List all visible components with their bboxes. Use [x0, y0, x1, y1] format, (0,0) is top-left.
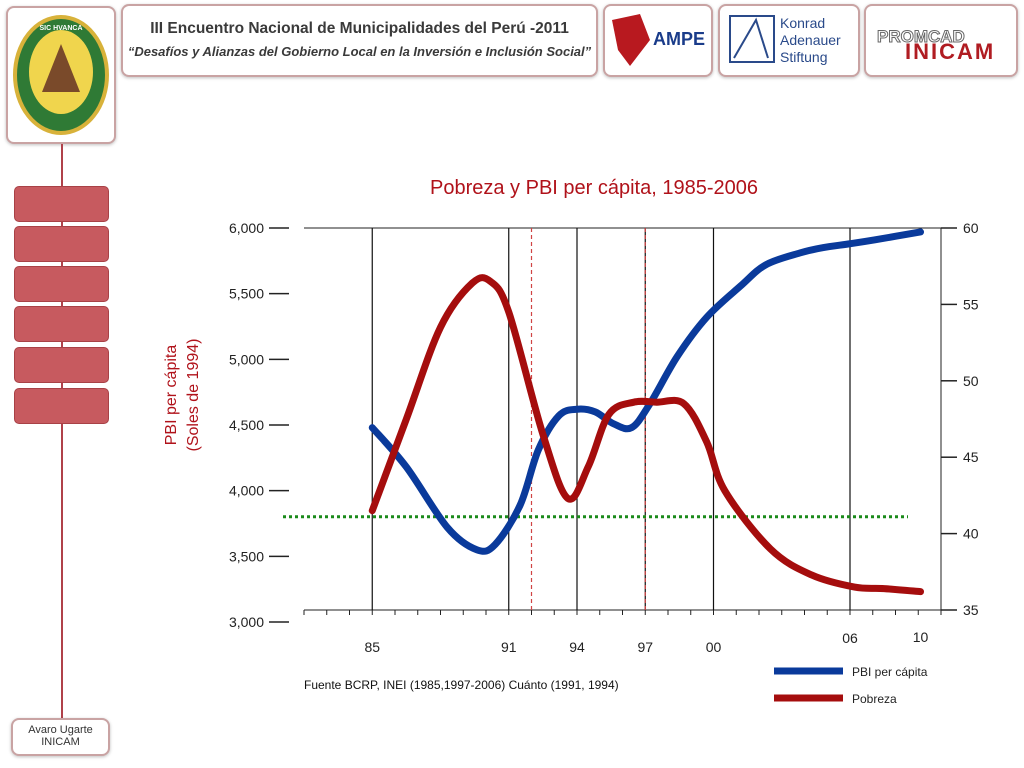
- sidebar-nav-button-2[interactable]: [14, 226, 109, 262]
- inicam-label: INICAM: [905, 39, 995, 64]
- y-axis-title: PBI per cápita (Soles de 1994): [163, 339, 202, 452]
- left-tick-label: 5,500: [229, 286, 264, 302]
- konrad-a-icon: [733, 17, 769, 59]
- sidebar-line: [61, 144, 63, 718]
- sidebar-nav-button-3[interactable]: [14, 266, 109, 302]
- author-name: Avaro Ugarte: [28, 724, 93, 736]
- source-note: Fuente BCRP, INEI (1985,1997-2006) Cuánt…: [304, 678, 619, 692]
- right-tick-label: 60: [963, 220, 979, 236]
- left-tick-label: 5,000: [229, 351, 264, 367]
- legend-label: Pobreza: [852, 692, 897, 706]
- inicam-logo: [864, 4, 1018, 77]
- sidebar-nav-button-1[interactable]: [14, 186, 109, 222]
- x-tick-label: 10: [913, 629, 929, 645]
- header-subtitle: “Desafíos y Alianzas del Gobierno Local …: [127, 44, 592, 59]
- sidebar-nav-button-4[interactable]: [14, 306, 109, 342]
- sidebar-nav-button-5[interactable]: [14, 347, 109, 383]
- x-tick-label: 94: [569, 639, 585, 655]
- header-title: III Encuentro Nacional de Municipalidade…: [150, 20, 569, 37]
- konrad-label-1: Adenauer: [780, 32, 841, 48]
- left-tick-label: 4,500: [229, 417, 264, 433]
- crest-text: SIC HVANCA: [39, 25, 82, 32]
- right-tick-label: 35: [963, 602, 979, 618]
- konrad-label-2: Stiftung: [780, 49, 827, 65]
- y-axis-title-line: PBI per cápita: [163, 345, 180, 446]
- ampe-label: AMPE: [653, 29, 705, 49]
- x-tick-label: 97: [637, 639, 653, 655]
- left-tick-label: 3,500: [229, 548, 264, 564]
- konrad-label-0: Konrad: [780, 15, 825, 31]
- author-org: INICAM: [41, 736, 80, 748]
- header-title-box: III Encuentro Nacional de Municipalidade…: [121, 4, 598, 77]
- right-tick-label: 40: [963, 526, 979, 542]
- right-tick-label: 55: [963, 296, 979, 312]
- x-tick-label: 00: [706, 639, 722, 655]
- legend-label: PBI per cápita: [852, 665, 928, 679]
- crest-mountain: [42, 44, 80, 92]
- y-axis-title-line: (Soles de 1994): [185, 339, 202, 452]
- series-line-pbi: [368, 228, 925, 555]
- right-tick-label: 50: [963, 373, 979, 389]
- promcad-label: PROMCAD: [877, 27, 965, 46]
- series-line-pobreza: [368, 274, 925, 596]
- chart-title: Pobreza y PBI per cápita, 1985-2006: [430, 177, 758, 199]
- x-tick-label: 91: [501, 639, 517, 655]
- right-tick-label: 45: [963, 449, 979, 465]
- author-box: Avaro Ugarte INICAM: [11, 718, 110, 756]
- x-tick-label: 06: [842, 630, 858, 646]
- x-tick-label: 85: [364, 639, 380, 655]
- left-tick-label: 3,000: [229, 614, 264, 630]
- left-tick-label: 6,000: [229, 220, 264, 236]
- sidebar-nav-button-6[interactable]: [14, 388, 109, 424]
- ampe-map-icon: [612, 14, 650, 66]
- konrad-emblem: [729, 15, 775, 63]
- left-tick-label: 4,000: [229, 483, 264, 499]
